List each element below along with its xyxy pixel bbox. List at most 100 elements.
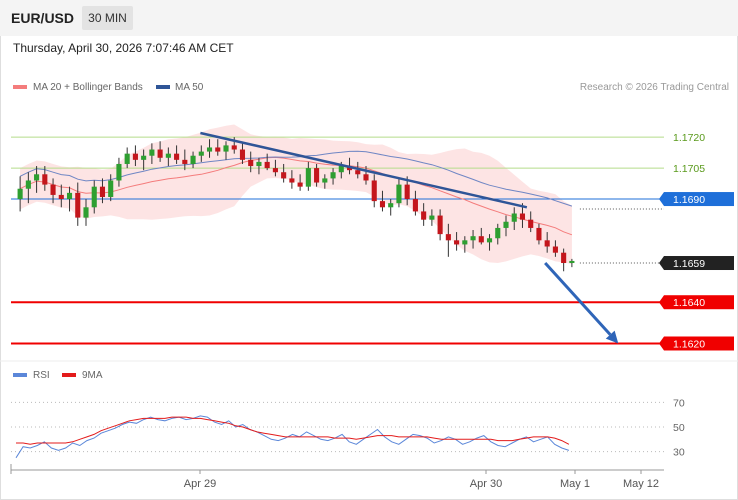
level-label: 1.1640 [673, 297, 705, 309]
candle-body [486, 238, 493, 243]
candle-body [116, 163, 122, 181]
candle-body [83, 207, 89, 218]
level-label: 1.1620 [673, 338, 705, 350]
bearish-trendline [200, 131, 528, 209]
legend-ma20-swatch [13, 85, 27, 89]
candle-body [289, 178, 295, 183]
candle-body [379, 201, 386, 208]
level-label: 1.1659 [673, 258, 705, 270]
legend-ma20-label: MA 20 + Bollinger Bands [33, 82, 143, 93]
candle-body [124, 153, 130, 164]
candle-body [50, 184, 56, 195]
candle-body [190, 155, 196, 164]
candle-body [314, 168, 320, 183]
candle-body [42, 174, 48, 185]
x-tick-label: Apr 30 [470, 478, 502, 490]
legend-9ma-swatch [62, 373, 76, 377]
candle-body [165, 153, 171, 158]
candle-body [58, 194, 64, 200]
level-label: 1.1690 [673, 194, 705, 206]
level-labels: 1.1720 1.1705 1.1690 1.1659 1.1640 1.1620 [659, 132, 734, 351]
forecast-arrowhead [605, 330, 619, 344]
candle-body [256, 161, 262, 167]
x-axis-labels: Apr 29 Apr 30 May 1 May 12 [10, 464, 659, 490]
bollinger-band [20, 124, 572, 265]
candle-body [206, 147, 213, 152]
ma50-line [19, 150, 573, 207]
level-tag [664, 295, 734, 310]
level-tag-pointer [659, 336, 664, 351]
rsi-tick-label: 70 [673, 397, 685, 409]
legend-ma50-label: MA 50 [175, 82, 204, 93]
candle-body [91, 186, 97, 208]
candle-body [462, 240, 468, 245]
candle-body [330, 172, 336, 179]
candle-body [272, 168, 278, 173]
candle-body [528, 219, 534, 228]
candle-body [478, 236, 484, 243]
candle-body [503, 221, 509, 228]
candle-body [371, 180, 377, 202]
candle-body [445, 234, 451, 241]
instrument-title: EUR/USD [11, 10, 75, 26]
candle-body [198, 151, 204, 156]
candle-body [437, 215, 443, 235]
candle-body [297, 182, 303, 187]
candle-body [141, 155, 147, 160]
candle-body [421, 211, 427, 220]
level-label: 1.1720 [673, 132, 705, 144]
candle-body [569, 260, 575, 264]
candle-body [552, 246, 558, 253]
candle-body [404, 184, 410, 200]
candle-body [17, 188, 23, 200]
candle-body [34, 174, 40, 181]
candle-body [149, 149, 155, 156]
candle-body [281, 172, 287, 179]
rsi-tick-label: 50 [673, 422, 685, 434]
forecast-arrow [544, 262, 612, 336]
rsi-grid: 70 50 30 [11, 397, 685, 459]
candle-body [519, 213, 526, 220]
candle-body [108, 180, 114, 197]
level-tag-pointer [659, 192, 664, 207]
candle-body [561, 252, 567, 264]
candle-body [264, 161, 270, 169]
candle-body [363, 174, 369, 181]
candle-body [355, 170, 361, 175]
candle-body [322, 178, 328, 183]
candle-body [99, 186, 106, 197]
candle-body [305, 168, 311, 187]
copyright: Research © 2026 Trading Central [580, 82, 729, 93]
candle-body [174, 153, 180, 160]
candle-body [182, 159, 188, 164]
candle-body [470, 236, 476, 241]
x-tick-label: Apr 29 [184, 478, 216, 490]
candle-body [215, 147, 221, 152]
rsi-line [15, 415, 570, 459]
x-tick-label: May 1 [560, 478, 590, 490]
level-label: 1.1705 [673, 163, 705, 175]
candle-body [223, 145, 229, 152]
candle-body [511, 213, 517, 222]
candle-body [454, 240, 460, 245]
legend-rsi-swatch [13, 373, 27, 377]
candle-body [396, 184, 402, 204]
candle-body [66, 192, 73, 200]
level-tag [664, 256, 734, 271]
legend-ma50-swatch [156, 85, 170, 89]
level-tag [664, 192, 734, 207]
timestamp: Thursday, April 30, 2026 7:07:46 AM CET [13, 41, 234, 55]
candle-body [412, 199, 418, 212]
candle-body [429, 215, 435, 220]
legend-9ma-label: 9MA [82, 370, 103, 381]
candle-body [239, 149, 246, 160]
level-tag [664, 336, 734, 351]
candle-body [132, 153, 138, 160]
candle-body [495, 227, 501, 239]
candle-body [388, 203, 394, 208]
candle-body [248, 159, 254, 167]
timeframe-badge[interactable]: 30 MIN [82, 6, 133, 30]
x-tick-label: May 12 [623, 478, 659, 490]
candle-body [338, 166, 344, 173]
